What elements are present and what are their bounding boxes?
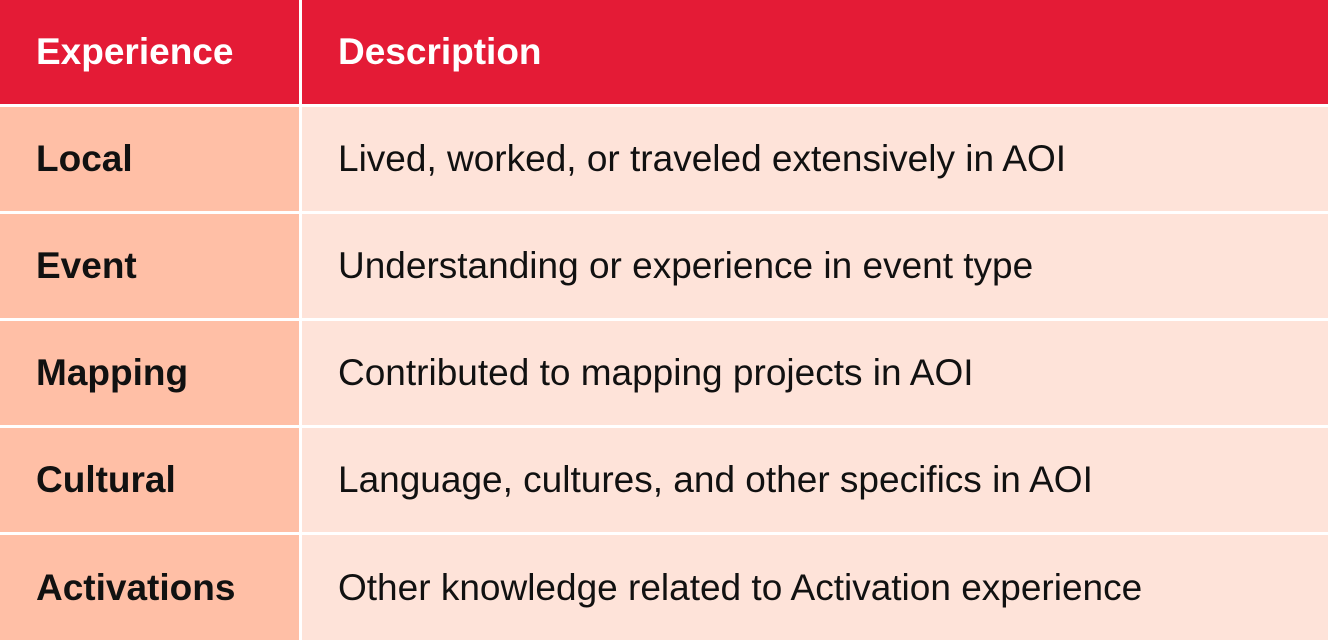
row-mapping-experience: Mapping <box>0 321 299 425</box>
row-event-experience: Event <box>0 214 299 318</box>
row-event-description: Understanding or experience in event typ… <box>302 214 1328 318</box>
row-activations-experience: Activations <box>0 535 299 640</box>
row-local-description: Lived, worked, or traveled extensively i… <box>302 107 1328 211</box>
row-cultural-description: Language, cultures, and other specifics … <box>302 428 1328 532</box>
row-local-experience: Local <box>0 107 299 211</box>
row-cultural-experience: Cultural <box>0 428 299 532</box>
header-experience: Experience <box>0 0 299 104</box>
row-activations-description: Other knowledge related to Activation ex… <box>302 535 1328 640</box>
row-mapping-description: Contributed to mapping projects in AOI <box>302 321 1328 425</box>
header-description: Description <box>302 0 1328 104</box>
